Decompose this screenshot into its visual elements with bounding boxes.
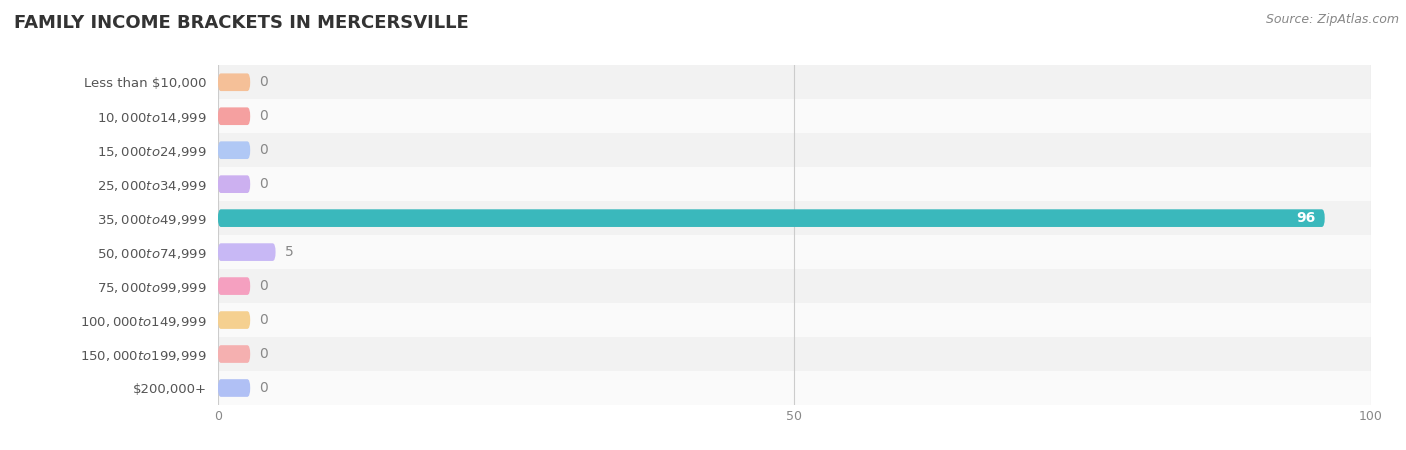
FancyBboxPatch shape xyxy=(218,141,250,159)
Text: 0: 0 xyxy=(260,347,269,361)
Bar xyxy=(218,133,1371,167)
FancyBboxPatch shape xyxy=(218,379,250,397)
Bar xyxy=(218,235,1371,269)
Bar xyxy=(218,167,1371,201)
FancyBboxPatch shape xyxy=(218,209,1324,227)
Text: 0: 0 xyxy=(260,177,269,191)
FancyBboxPatch shape xyxy=(218,277,250,295)
FancyBboxPatch shape xyxy=(218,108,250,125)
FancyBboxPatch shape xyxy=(218,311,250,329)
FancyBboxPatch shape xyxy=(218,73,250,91)
Text: 0: 0 xyxy=(260,279,269,293)
FancyBboxPatch shape xyxy=(218,243,276,261)
Text: 0: 0 xyxy=(260,109,269,123)
Text: 0: 0 xyxy=(260,143,269,157)
FancyBboxPatch shape xyxy=(218,176,250,193)
Bar xyxy=(218,269,1371,303)
Text: FAMILY INCOME BRACKETS IN MERCERSVILLE: FAMILY INCOME BRACKETS IN MERCERSVILLE xyxy=(14,14,468,32)
Text: Source: ZipAtlas.com: Source: ZipAtlas.com xyxy=(1265,14,1399,27)
Text: 0: 0 xyxy=(260,381,269,395)
Bar xyxy=(218,371,1371,405)
FancyBboxPatch shape xyxy=(218,345,250,363)
Bar xyxy=(218,65,1371,99)
Bar xyxy=(218,201,1371,235)
Text: 5: 5 xyxy=(285,245,294,259)
Bar xyxy=(218,303,1371,337)
Text: 96: 96 xyxy=(1296,211,1316,225)
Bar xyxy=(218,337,1371,371)
Text: 0: 0 xyxy=(260,313,269,327)
Bar xyxy=(218,99,1371,133)
Text: 0: 0 xyxy=(260,75,269,89)
